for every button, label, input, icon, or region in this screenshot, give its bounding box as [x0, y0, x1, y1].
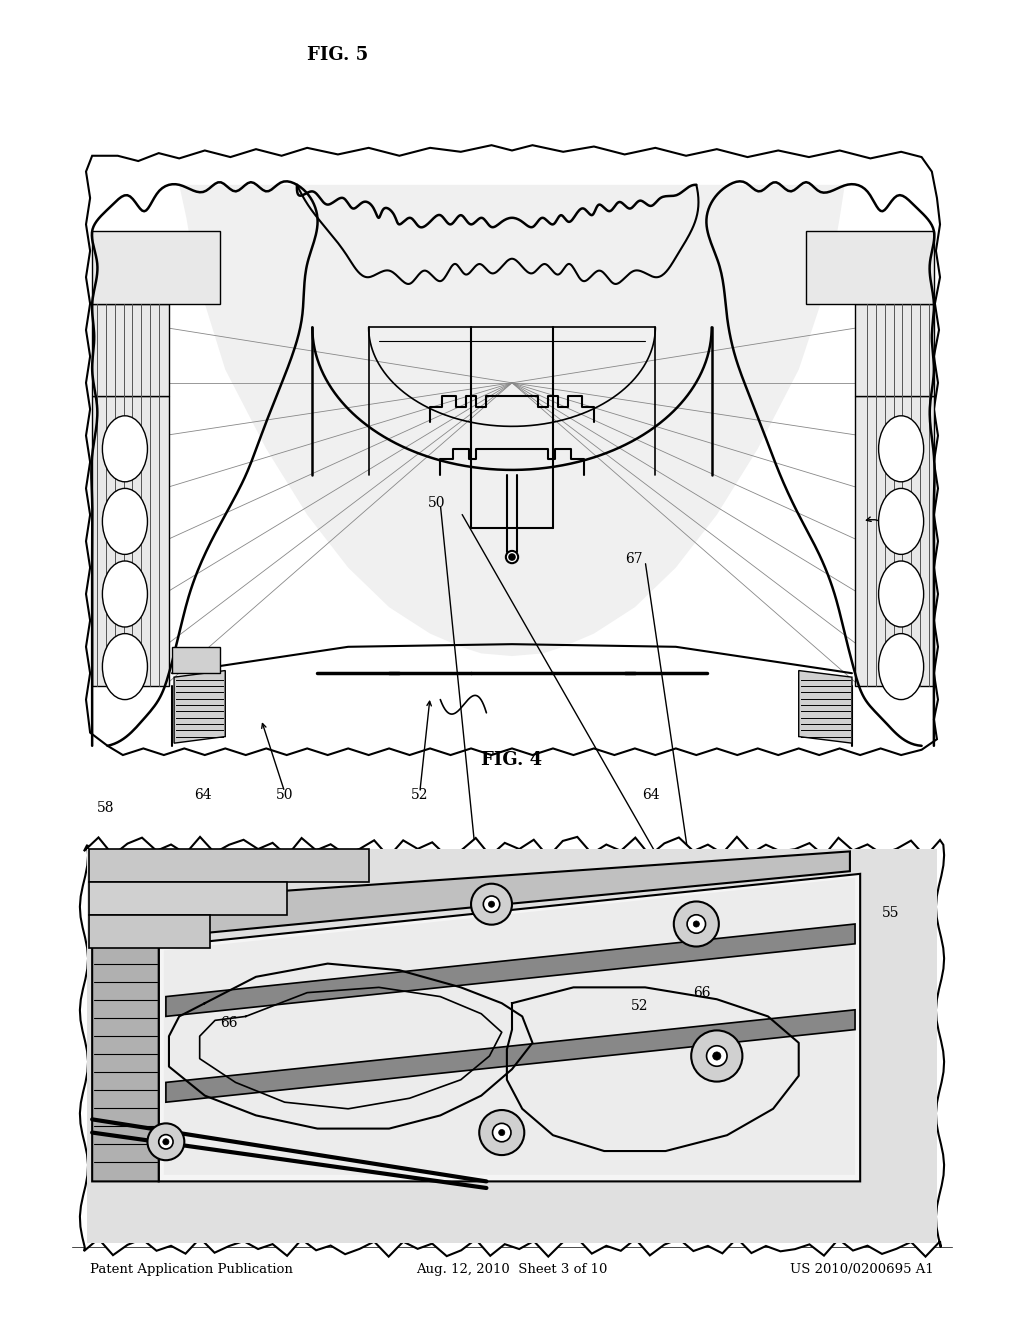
Ellipse shape — [102, 561, 147, 627]
Circle shape — [493, 1123, 511, 1142]
Polygon shape — [80, 837, 944, 1257]
Polygon shape — [89, 915, 210, 948]
Text: 64: 64 — [194, 788, 212, 803]
Circle shape — [163, 1139, 169, 1144]
Ellipse shape — [102, 488, 147, 554]
Text: 66: 66 — [693, 986, 711, 1001]
Ellipse shape — [879, 561, 924, 627]
Polygon shape — [159, 874, 860, 1181]
Polygon shape — [89, 849, 369, 882]
Circle shape — [479, 1110, 524, 1155]
Polygon shape — [855, 304, 934, 396]
Text: FIG. 5: FIG. 5 — [307, 46, 369, 65]
Text: 52: 52 — [631, 999, 648, 1014]
Ellipse shape — [879, 488, 924, 554]
Circle shape — [159, 1135, 173, 1148]
Polygon shape — [806, 231, 934, 304]
Text: 58: 58 — [96, 801, 115, 816]
Circle shape — [147, 1123, 184, 1160]
Polygon shape — [92, 851, 850, 944]
Circle shape — [483, 896, 500, 912]
Polygon shape — [92, 904, 159, 1181]
Polygon shape — [92, 396, 169, 686]
Text: 66: 66 — [220, 1016, 238, 1031]
Circle shape — [499, 1130, 505, 1135]
Ellipse shape — [879, 634, 924, 700]
Ellipse shape — [102, 416, 147, 482]
Text: Aug. 12, 2010  Sheet 3 of 10: Aug. 12, 2010 Sheet 3 of 10 — [417, 1263, 607, 1276]
Text: 64: 64 — [642, 788, 660, 803]
Text: US 2010/0200695 A1: US 2010/0200695 A1 — [791, 1263, 934, 1276]
Ellipse shape — [102, 634, 147, 700]
Text: 67: 67 — [625, 552, 642, 566]
Polygon shape — [92, 231, 220, 304]
Polygon shape — [172, 647, 220, 673]
Polygon shape — [86, 145, 940, 755]
Circle shape — [713, 1052, 721, 1060]
Polygon shape — [89, 882, 287, 915]
Polygon shape — [92, 304, 169, 396]
Polygon shape — [174, 671, 225, 743]
Text: 50: 50 — [428, 496, 445, 511]
Polygon shape — [164, 878, 855, 1175]
Polygon shape — [87, 849, 937, 1243]
Circle shape — [471, 883, 512, 925]
Text: FIG. 4: FIG. 4 — [481, 751, 543, 770]
Circle shape — [707, 1045, 727, 1067]
Circle shape — [691, 1031, 742, 1081]
Circle shape — [674, 902, 719, 946]
Polygon shape — [166, 924, 855, 1016]
Circle shape — [488, 902, 495, 907]
Polygon shape — [799, 671, 852, 743]
Text: 50: 50 — [275, 788, 294, 803]
Text: Patent Application Publication: Patent Application Publication — [90, 1263, 293, 1276]
Polygon shape — [166, 1010, 855, 1102]
Polygon shape — [855, 396, 934, 686]
Circle shape — [509, 554, 515, 560]
Circle shape — [693, 921, 699, 927]
Polygon shape — [179, 185, 845, 656]
Circle shape — [687, 915, 706, 933]
Text: 52: 52 — [411, 788, 429, 803]
Circle shape — [506, 550, 518, 564]
Ellipse shape — [879, 416, 924, 482]
Text: 55: 55 — [882, 906, 900, 920]
